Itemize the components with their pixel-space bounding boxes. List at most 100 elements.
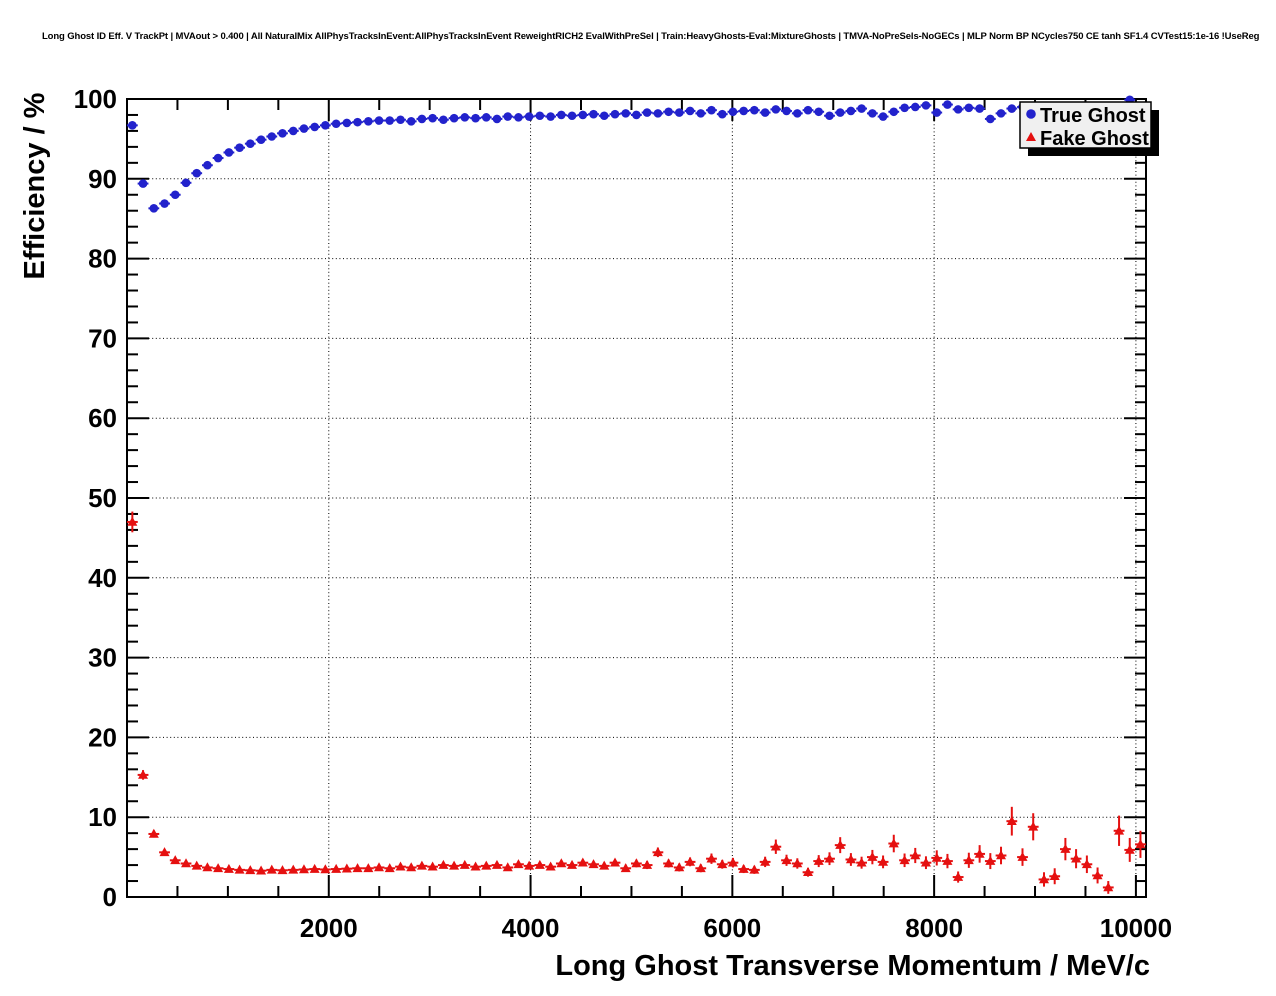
data-point-fake-ghost — [138, 769, 149, 779]
data-point-true-ghost — [514, 113, 523, 122]
data-point-true-ghost — [364, 117, 373, 126]
data-point-fake-ghost — [266, 864, 277, 874]
data-point-fake-ghost — [1135, 839, 1146, 849]
data-point-true-ghost — [964, 103, 974, 113]
data-point-fake-ghost — [942, 855, 953, 865]
data-point-fake-ghost — [610, 857, 621, 867]
data-point-fake-ghost — [620, 863, 631, 873]
data-point-true-ghost — [417, 114, 427, 124]
data-point-fake-ghost — [438, 859, 449, 869]
data-point-fake-ghost — [181, 858, 192, 868]
data-point-true-ghost — [396, 115, 405, 125]
data-point-true-ghost — [846, 106, 856, 116]
data-point-true-ghost — [889, 107, 899, 117]
data-point-fake-ghost — [406, 862, 417, 872]
data-point-fake-ghost — [1049, 871, 1060, 881]
data-point-fake-ghost — [502, 862, 513, 872]
data-point-true-ghost — [256, 135, 266, 144]
data-point-fake-ghost — [781, 855, 792, 865]
legend-label: True Ghost — [1040, 105, 1146, 127]
data-point-true-ghost — [835, 108, 845, 117]
data-point-true-ghost — [943, 100, 952, 109]
data-point-fake-ghost — [202, 862, 213, 872]
data-point-fake-ghost — [577, 857, 588, 867]
data-point-true-ghost — [428, 113, 437, 123]
data-point-fake-ghost — [674, 862, 685, 872]
data-point-fake-ghost — [170, 855, 181, 865]
data-point-true-ghost — [160, 199, 169, 208]
data-point-fake-ghost — [899, 855, 910, 865]
data-point-true-ghost — [857, 104, 866, 113]
data-point-fake-ghost — [1060, 843, 1071, 853]
data-point-true-ghost — [546, 112, 555, 121]
data-point-true-ghost — [621, 109, 631, 118]
data-point-fake-ghost — [213, 863, 224, 873]
data-point-fake-ghost — [298, 864, 309, 874]
data-point-fake-ghost — [148, 828, 159, 838]
data-point-true-ghost — [610, 109, 620, 119]
data-point-fake-ghost — [631, 858, 642, 868]
data-point-fake-ghost — [256, 865, 267, 875]
data-point-fake-ghost — [1092, 870, 1103, 880]
data-point-fake-ghost — [652, 847, 663, 857]
data-point-fake-ghost — [1081, 859, 1092, 869]
data-point-true-ghost — [439, 115, 448, 125]
data-point-fake-ghost — [953, 871, 964, 881]
data-point-fake-ghost — [288, 864, 299, 874]
data-point-fake-ghost — [931, 852, 942, 862]
data-point-true-ghost — [492, 114, 502, 124]
data-point-true-ghost — [750, 105, 759, 115]
data-point-true-ghost — [524, 112, 534, 121]
data-point-true-ghost — [878, 112, 888, 121]
data-point-true-ghost — [449, 113, 459, 123]
data-point-true-ghost — [632, 110, 641, 120]
data-point-true-ghost — [471, 113, 480, 123]
plot-frame — [126, 98, 1147, 898]
data-point-fake-ghost — [309, 863, 320, 873]
data-point-fake-ghost — [824, 853, 835, 863]
data-point-fake-ghost — [910, 850, 921, 860]
data-point-true-ghost — [986, 114, 995, 124]
data-point-true-ghost — [224, 148, 234, 157]
data-point-fake-ghost — [845, 854, 856, 864]
data-point-fake-ghost — [245, 865, 256, 875]
data-point-fake-ghost — [738, 863, 749, 873]
y-tick-label: 80 — [88, 244, 117, 274]
data-point-fake-ghost — [459, 859, 470, 869]
data-point-fake-ghost — [1071, 853, 1082, 863]
data-point-fake-ghost — [1038, 874, 1049, 884]
data-point-fake-ghost — [416, 860, 427, 870]
data-point-fake-ghost — [223, 863, 234, 873]
data-point-true-ghost — [374, 116, 384, 125]
data-point-fake-ghost — [1103, 882, 1114, 892]
plot-title: Long Ghost ID Eff. V TrackPt | MVAout > … — [42, 31, 1260, 42]
legend-label: Fake Ghost — [1040, 128, 1149, 150]
data-point-true-ghost — [353, 117, 362, 127]
data-point-fake-ghost — [749, 864, 760, 874]
data-point-fake-ghost — [513, 859, 524, 869]
data-point-fake-ghost — [695, 863, 706, 873]
data-point-fake-ghost — [1028, 821, 1039, 831]
data-point-true-ghost — [932, 108, 942, 117]
legend-marker-circle — [1026, 109, 1036, 119]
data-point-fake-ghost — [599, 860, 610, 870]
data-point-fake-ghost — [813, 855, 824, 865]
data-point-fake-ghost — [803, 867, 814, 877]
data-point-true-ghost — [138, 179, 148, 188]
data-point-fake-ghost — [524, 860, 535, 870]
data-point-fake-ghost — [534, 859, 545, 869]
data-point-true-ghost — [803, 105, 813, 115]
y-tick-label: 100 — [74, 84, 117, 114]
data-point-fake-ghost — [1124, 844, 1135, 854]
data-point-true-ghost — [1007, 104, 1017, 113]
data-point-fake-ghost — [588, 859, 599, 869]
data-point-true-ghost — [235, 143, 244, 152]
data-point-fake-ghost — [320, 864, 331, 874]
data-point-true-ghost — [921, 101, 931, 110]
data-point-true-ghost — [460, 113, 470, 122]
data-point-true-ghost — [910, 102, 920, 112]
data-point-fake-ghost — [878, 856, 889, 866]
data-point-fake-ghost — [996, 850, 1007, 860]
data-point-true-ghost — [996, 109, 1006, 118]
